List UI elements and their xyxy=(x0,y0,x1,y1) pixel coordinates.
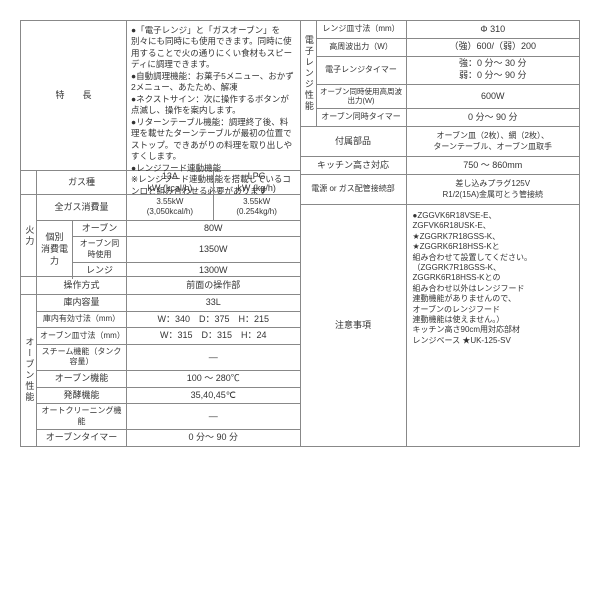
row-gas-header: ガス種 13A kW (kcal/h) LPG kW (kg/h) xyxy=(21,171,300,195)
total-gas-c1: 3.55kW (3,050kcal/h) xyxy=(127,195,214,220)
combo-power-label: オーブン同時使用 xyxy=(73,237,127,262)
plate-dim-val: W：315 D：315 H：24 xyxy=(127,328,300,344)
parts-val: オーブン皿（2枚）、網（2枚）、 ターンテーブル、オーブン皿取手 xyxy=(407,127,580,156)
steam-val: — xyxy=(127,345,300,370)
total-gas-label: 全ガス消費量 xyxy=(37,195,127,220)
row-steam: スチーム機能（タンク容量） — xyxy=(37,345,300,371)
parts-label: 付属部品 xyxy=(301,127,407,156)
side-spacer-1 xyxy=(21,277,37,294)
operation-val: 前面の操作部 xyxy=(127,277,300,294)
oven-power-val: 80W xyxy=(127,221,300,237)
mw-combo-timer-label: オーブン同時タイマー xyxy=(317,109,407,126)
row-mw-combo-out: オーブン同時使用高周波出力(W) 600W xyxy=(317,85,580,110)
row-fire: 火力 全ガス消費量 3.55kW (3,050kcal/h) 3.55kW (0… xyxy=(21,195,300,277)
clean-label: オートクリーニング機能 xyxy=(37,404,127,429)
mw-out-label: 高周波出力（W） xyxy=(317,39,407,56)
row-features: 特 長 ●「電子レンジ」と「ガスオーブン」を別々にも同時にも使用できます。同時に… xyxy=(21,21,300,171)
row-combo-power: オーブン同時使用 1350W xyxy=(73,237,300,263)
row-ferment: 発酵機能 35,40,45℃ xyxy=(37,388,300,405)
features-body: ●「電子レンジ」と「ガスオーブン」を別々にも同時にも使用できます。同時に使用する… xyxy=(127,21,300,170)
oven-timer-label: オーブンタイマー xyxy=(37,430,127,446)
row-mw-timer: 電子レンジタイマー 強：0 分〜 30 分 弱：0 分〜 90 分 xyxy=(317,57,580,85)
gas-col2: LPG kW (kg/h) xyxy=(214,171,300,194)
row-oven-timer: オーブンタイマー 0 分〜 90 分 xyxy=(37,430,300,446)
height-label: キッチン高さ対応 xyxy=(301,157,407,174)
operation-label: 操作方式 xyxy=(37,277,127,294)
row-total-gas: 全ガス消費量 3.55kW (3,050kcal/h) 3.55kW (0.25… xyxy=(37,195,300,221)
power-conn-val: 差し込みプラグ125V R1/2(15A)金属可とう管接続 xyxy=(407,175,580,204)
combo-power-val: 1350W xyxy=(127,237,300,262)
row-mw-combo-timer: オーブン同時タイマー 0 分〜 90 分 xyxy=(317,109,580,126)
inner-dim-label: 庫内有効寸法（mm） xyxy=(37,312,127,328)
mw-timer-label: 電子レンジタイマー xyxy=(317,57,407,84)
notes-label: 注意事項 xyxy=(301,205,407,446)
mw-timer-val: 強：0 分〜 30 分 弱：0 分〜 90 分 xyxy=(407,57,580,84)
side-mw: 電子レンジ性能 xyxy=(301,21,317,126)
notes-val: ●ZGGVK6R18VSE-E、 ZGFVK6R18USK-E、 ★ZGGRK7… xyxy=(407,205,580,446)
row-oven-power: オーブン 80W xyxy=(73,221,300,238)
mw-plate-label: レンジ皿寸法（mm） xyxy=(317,21,407,38)
row-mw-out: 高周波出力（W） （強）600/（弱）200 xyxy=(317,39,580,57)
spec-table: 特 長 ●「電子レンジ」と「ガスオーブン」を別々にも同時にも使用できます。同時に… xyxy=(20,20,580,447)
row-mw-plate: レンジ皿寸法（mm） Φ 310 xyxy=(317,21,580,39)
side-fire xyxy=(21,171,37,194)
gas-col1: 13A kW (kcal/h) xyxy=(127,171,214,194)
row-plate-dim: オーブン皿寸法（mm） W：315 D：315 H：24 xyxy=(37,328,300,345)
side-fire-label: 火力 xyxy=(21,195,37,276)
mw-combo-out-label: オーブン同時使用高周波出力(W) xyxy=(317,85,407,109)
row-capacity: 庫内容量 33L xyxy=(37,295,300,312)
row-notes: 注意事項 ●ZGGVK6R18VSE-E、 ZGFVK6R18USK-E、 ★Z… xyxy=(301,205,580,446)
oven-power-label: オーブン xyxy=(73,221,127,237)
right-column: 電子レンジ性能 レンジ皿寸法（mm） Φ 310 高周波出力（W） （強）600… xyxy=(301,21,580,446)
side-oven: オーブン性能 xyxy=(21,295,37,446)
row-clean: オートクリーニング機能 — xyxy=(37,404,300,430)
row-power-conn: 電源 or ガス配管接続部 差し込みプラグ125V R1/2(15A)金属可とう… xyxy=(301,175,580,205)
ferment-label: 発酵機能 xyxy=(37,388,127,404)
power-conn-label: 電源 or ガス配管接続部 xyxy=(301,175,407,204)
power-group-label: 個別 消費電力 xyxy=(37,221,73,279)
row-mw-perf: 電子レンジ性能 レンジ皿寸法（mm） Φ 310 高周波出力（W） （強）600… xyxy=(301,21,580,127)
row-operation: 操作方式 前面の操作部 xyxy=(21,277,300,295)
oven-func-label: オーブン機能 xyxy=(37,371,127,387)
height-val: 750 〜 860mm xyxy=(407,157,580,174)
mw-combo-timer-val: 0 分〜 90 分 xyxy=(407,109,580,126)
mw-combo-out-val: 600W xyxy=(407,85,580,109)
gas-header: ガス種 xyxy=(37,171,127,194)
oven-func-val: 100 〜 280℃ xyxy=(127,371,300,387)
capacity-label: 庫内容量 xyxy=(37,295,127,311)
features-label: 特 長 xyxy=(21,21,127,170)
row-oven-func: オーブン機能 100 〜 280℃ xyxy=(37,371,300,388)
total-gas-c2: 3.55kW (0.254kg/h) xyxy=(214,195,300,220)
row-oven-perf: オーブン性能 庫内容量 33L 庫内有効寸法（mm） W：340 D：375 H… xyxy=(21,295,300,446)
left-column: 特 長 ●「電子レンジ」と「ガスオーブン」を別々にも同時にも使用できます。同時に… xyxy=(21,21,301,446)
row-parts: 付属部品 オーブン皿（2枚）、網（2枚）、 ターンテーブル、オーブン皿取手 xyxy=(301,127,580,157)
oven-timer-val: 0 分〜 90 分 xyxy=(127,430,300,446)
capacity-val: 33L xyxy=(127,295,300,311)
ferment-val: 35,40,45℃ xyxy=(127,388,300,404)
mw-plate-val: Φ 310 xyxy=(407,21,580,38)
row-power-group: 個別 消費電力 オーブン 80W オーブン同時使用 1350W レンジ 1300 xyxy=(37,221,300,279)
steam-label: スチーム機能（タンク容量） xyxy=(37,345,127,370)
clean-val: — xyxy=(127,404,300,429)
plate-dim-label: オーブン皿寸法（mm） xyxy=(37,328,127,344)
row-height: キッチン高さ対応 750 〜 860mm xyxy=(301,157,580,175)
row-inner-dim: 庫内有効寸法（mm） W：340 D：375 H：215 xyxy=(37,312,300,329)
mw-out-val: （強）600/（弱）200 xyxy=(407,39,580,56)
inner-dim-val: W：340 D：375 H：215 xyxy=(127,312,300,328)
